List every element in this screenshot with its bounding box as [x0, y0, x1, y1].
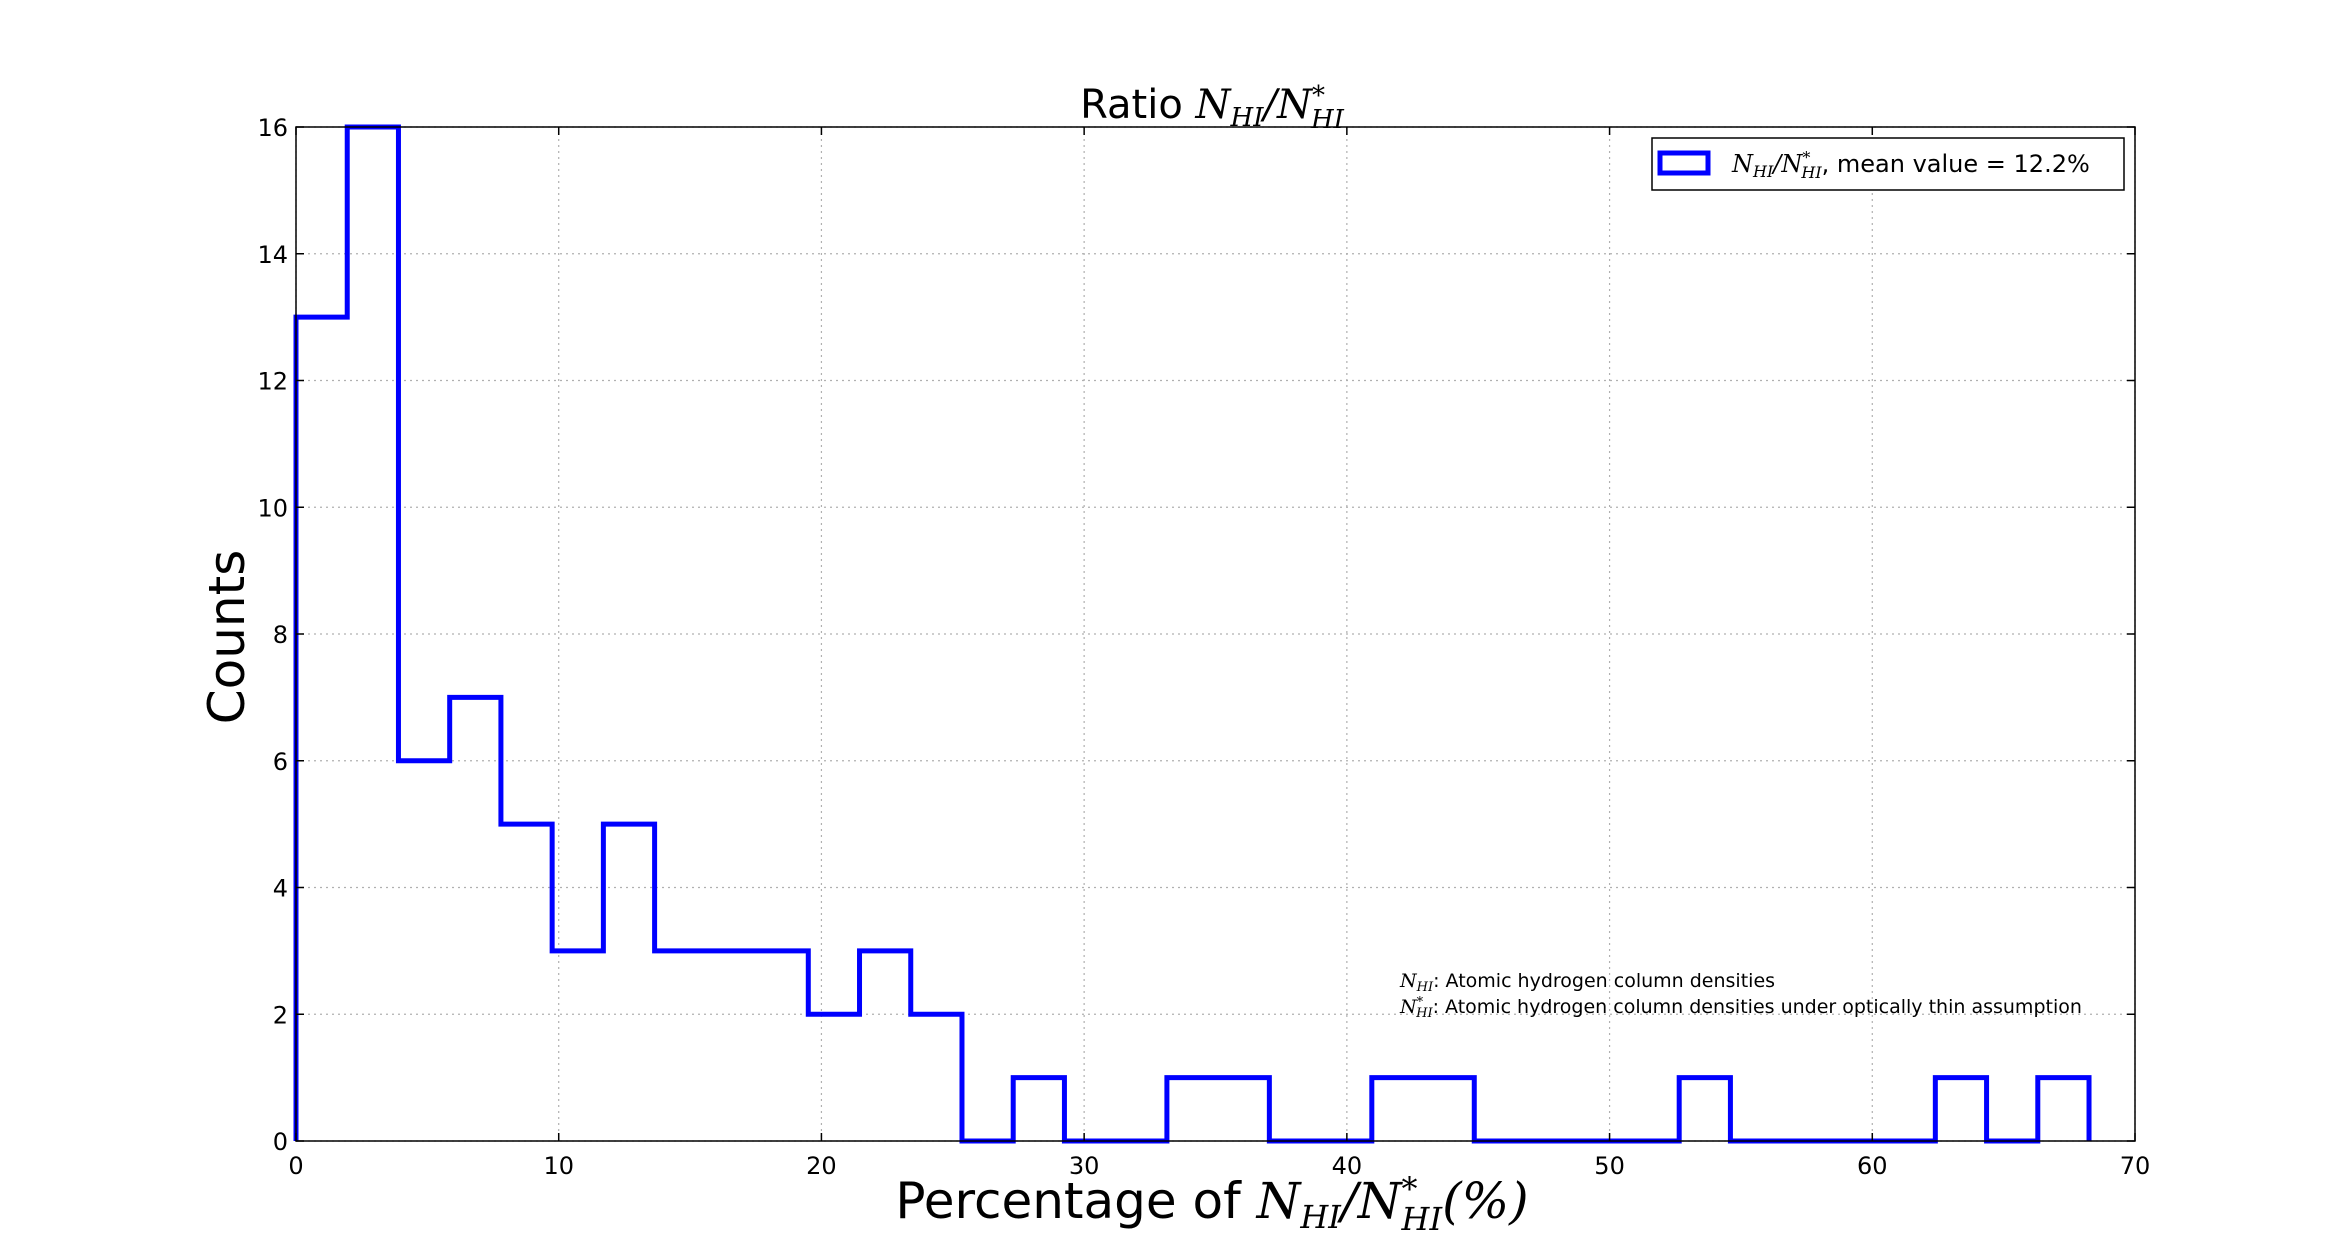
x-axis-ticks: 0 10 20 30 40 50 60 70 [288, 127, 2150, 1180]
x-tick-label: 0 [288, 1152, 303, 1180]
y-tick-label: 4 [273, 875, 288, 903]
grid-lines [295, 126, 2136, 1142]
y-tick-label: 2 [273, 1001, 288, 1029]
y-axis-ticks: 0 2 4 6 8 10 12 14 16 [257, 114, 2135, 1156]
legend-entry-text: , mean value = 12.2% [1822, 150, 2090, 178]
annotation-nhi-text: : Atomic hydrogen column densities [1433, 970, 1775, 992]
y-tick-label: 16 [257, 114, 288, 142]
annotation-nhi-star: N* HI: Atomic hydrogen column densities u… [1399, 995, 2082, 1021]
legend-swatch-blue [1657, 150, 1711, 176]
y-tick-label: 8 [273, 621, 288, 649]
y-tick-label: 0 [273, 1128, 288, 1156]
y-tick-label: 14 [257, 241, 288, 269]
y-tick-label: 12 [257, 368, 288, 396]
x-tick-label: 40 [1332, 1152, 1363, 1180]
annotation-nhi-star-text: : Atomic hydrogen column densities under… [1433, 996, 2082, 1018]
x-axis-title: Percentage of NHI/N* HI(%) [895, 1170, 1528, 1238]
x-axis-title-text: Percentage of [895, 1172, 1256, 1230]
annotation-nhi: NHI: Atomic hydrogen column densities [1399, 970, 1775, 995]
x-tick-label: 10 [543, 1152, 574, 1180]
legend: NHI/N* HI, mean value = 12.2% [1651, 137, 2125, 191]
x-tick-label: 60 [1857, 1152, 1888, 1180]
y-axis-title: Counts [198, 550, 256, 725]
y-tick-label: 10 [257, 494, 288, 522]
x-tick-label: 30 [1069, 1152, 1100, 1180]
x-tick-label: 50 [1594, 1152, 1625, 1180]
x-tick-label: 70 [2120, 1152, 2151, 1180]
y-tick-label: 6 [273, 748, 288, 776]
legend-box [1651, 137, 2125, 191]
x-tick-label: 20 [806, 1152, 837, 1180]
legend-entry: NHI/N* HI, mean value = 12.2% [1731, 148, 2090, 182]
chart-title: Ratio NHI/N* HI [1080, 81, 1345, 135]
chart-title-text: Ratio [1080, 82, 1195, 128]
